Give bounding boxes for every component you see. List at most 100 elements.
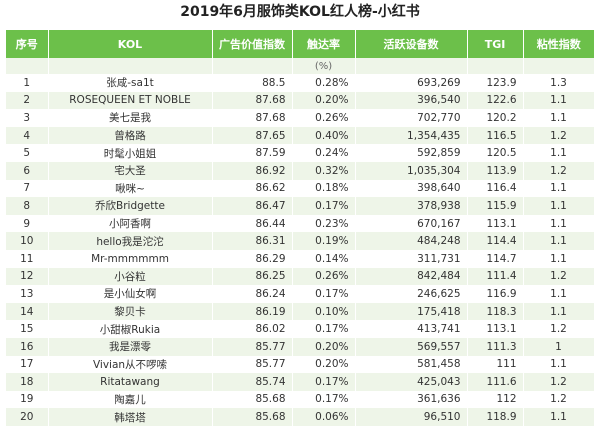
cell-kol-name: 小阿香啊 [48,214,213,233]
cell-active-devices: 425,043 [355,373,468,391]
cell-active-devices: 398,640 [355,179,468,198]
page-title: 2019年6月服饰类KOL红人榜-小红书 [180,4,420,20]
cell-ad-value-index: 87.65 [212,126,293,145]
column-header-stickiness-index: 粘性指数 [523,30,594,58]
cell-rank: 19 [6,390,49,409]
cell-reach-rate: 0.26% [292,109,356,127]
subheader-cell [48,58,213,74]
cell-reach-rate: 0.20% [292,91,356,110]
cell-kol-name: hello我是沱沱 [48,232,213,250]
cell-tgi: 116.4 [467,179,524,198]
subheader-cell [6,58,49,74]
cell-rank: 5 [6,144,49,162]
cell-stickiness-index: 1.2 [523,320,595,338]
cell-tgi: 115.9 [467,197,524,215]
cell-ad-value-index: 87.68 [212,109,293,127]
cell-reach-rate: 0.17% [292,373,356,391]
cell-stickiness-index: 1.1 [523,285,595,303]
cell-rank: 15 [6,320,49,338]
cell-kol-name: 时髦小姐姐 [48,144,213,162]
table-row: 18 Ritatawang 85.74 0.17% 425,043 111.6 1.2 [6,373,595,391]
cell-active-devices: 702,770 [355,109,468,127]
cell-tgi: 120.2 [467,109,524,127]
cell-reach-rate: 0.23% [292,214,356,233]
cell-kol-name: 曾格路 [48,126,213,145]
cell-stickiness-index: 1 [523,337,595,356]
table-row: 20 韩塔塔 85.68 0.06% 96,510 118.9 1.1 [6,408,595,426]
table-row: 2 ROSEQUEEN ET NOBLE 87.68 0.20% 396,540 122.… [6,91,595,110]
table-body: 1 张咸-sa1t 88.5 0.28% 693,269 123.9 1.3 2 ROSEQUE… [6,74,595,426]
cell-stickiness-index: 1.1 [523,302,595,321]
cell-tgi: 111.4 [467,267,524,286]
cell-reach-rate: 0.18% [292,179,356,198]
cell-tgi: 116.5 [467,126,524,145]
cell-ad-value-index: 86.24 [212,285,293,303]
cell-stickiness-index: 1.1 [523,144,595,162]
table-row: 13 是小仙女啊 86.24 0.17% 246,625 116.9 1.1 [6,285,595,303]
cell-reach-rate: 0.06% [292,408,356,426]
cell-active-devices: 484,248 [355,232,468,250]
table-row: 16 我是漂零 85.77 0.20% 569,557 111.3 1 [6,337,595,356]
subheader-cell [355,58,468,74]
cell-tgi: 112 [467,390,524,409]
cell-ad-value-index: 87.59 [212,144,293,162]
cell-rank: 1 [6,74,49,92]
cell-rank: 2 [6,91,49,110]
cell-rank: 18 [6,373,49,391]
cell-tgi: 118.3 [467,302,524,321]
cell-active-devices: 670,167 [355,214,468,233]
cell-ad-value-index: 86.47 [212,197,293,215]
cell-tgi: 111.6 [467,373,524,391]
cell-reach-rate: 0.32% [292,161,356,180]
cell-kol-name: 乔欣Bridgette [48,197,213,215]
cell-stickiness-index: 1.1 [523,214,595,233]
cell-tgi: 116.9 [467,285,524,303]
cell-rank: 13 [6,285,49,303]
cell-ad-value-index: 85.68 [212,408,293,426]
cell-active-devices: 1,035,304 [355,161,468,180]
subheader-cell [523,58,595,74]
cell-reach-rate: 0.20% [292,337,356,356]
cell-stickiness-index: 1.1 [523,355,595,374]
cell-kol-name: 陶嘉儿 [48,390,213,409]
cell-kol-name: Vivian从不啰嗦 [48,355,213,374]
cell-tgi: 113.1 [467,214,524,233]
cell-tgi: 114.4 [467,232,524,250]
table-row: 5 时髦小姐姐 87.59 0.24% 592,859 120.5 1.1 [6,144,595,162]
table-row: 11 Mr-mmmmmm 86.29 0.14% 311,731 114.7 1.1 [6,249,595,268]
cell-ad-value-index: 85.77 [212,337,293,356]
cell-kol-name: 韩塔塔 [48,408,213,426]
cell-rank: 16 [6,337,49,356]
cell-reach-rate: 0.17% [292,197,356,215]
cell-rank: 11 [6,249,49,268]
table-header-row: 序号 KOL 广告价值指数 触达率 活跃设备数 TGI 粘性指数 [6,30,594,58]
cell-kol-name: 美七是我 [48,109,213,127]
cell-active-devices: 361,636 [355,390,468,409]
table-row: 9 小阿香啊 86.44 0.23% 670,167 113.1 1.1 [6,214,595,233]
cell-kol-name: 小谷粒 [48,267,213,286]
subheader-unit-percent: (%) [292,58,356,74]
cell-ad-value-index: 86.29 [212,249,293,268]
column-header-tgi: TGI [467,30,524,58]
cell-kol-name: Ritatawang [48,373,213,391]
cell-kol-name: 小甜椒Rukia [48,320,213,338]
cell-stickiness-index: 1.1 [523,179,595,198]
cell-ad-value-index: 86.25 [212,267,293,286]
cell-stickiness-index: 1.2 [523,267,595,286]
table-row: 4 曾格路 87.65 0.40% 1,354,435 116.5 1.2 [6,126,595,145]
cell-active-devices: 311,731 [355,249,468,268]
table-row: 17 Vivian从不啰嗦 85.77 0.20% 581,458 111 1.1 [6,355,595,374]
cell-reach-rate: 0.26% [292,267,356,286]
cell-stickiness-index: 1.2 [523,390,595,409]
cell-tgi: 118.9 [467,408,524,426]
column-header-rank: 序号 [6,30,49,58]
table-row: 8 乔欣Bridgette 86.47 0.17% 378,938 115.9 1.1 [6,197,595,215]
table-subheader-row: (%) [6,58,595,74]
table-row: 3 美七是我 87.68 0.26% 702,770 120.2 1.1 [6,109,595,127]
cell-active-devices: 413,741 [355,320,468,338]
table-row: 15 小甜椒Rukia 86.02 0.17% 413,741 113.1 1.2 [6,320,595,338]
cell-rank: 8 [6,197,49,215]
cell-kol-name: 我是漂零 [48,337,213,356]
cell-stickiness-index: 1.1 [523,197,595,215]
